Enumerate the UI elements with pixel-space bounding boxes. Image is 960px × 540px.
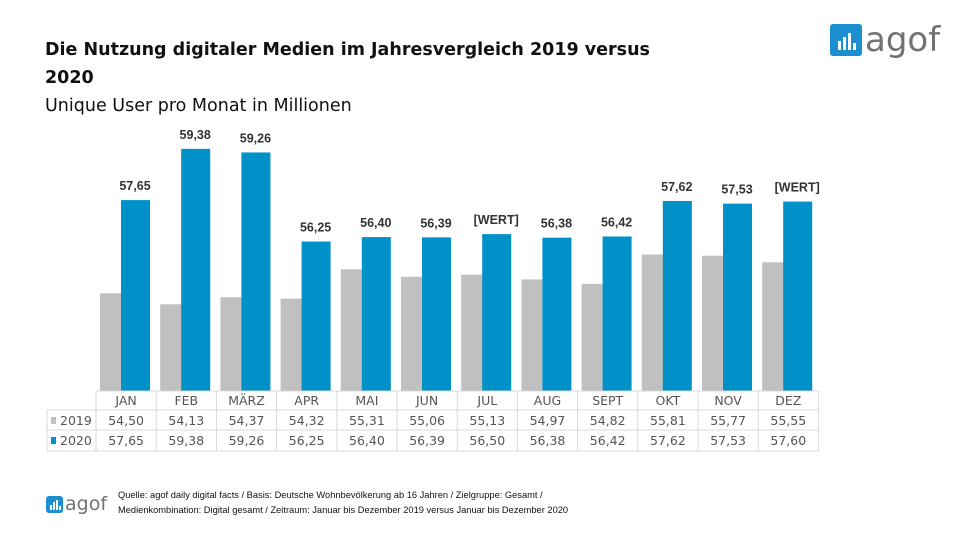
table-cell-2020: 56,50 (469, 433, 505, 448)
data-label: 59,26 (240, 131, 271, 145)
table-cell-2019: 55,06 (409, 413, 445, 428)
table-cell-2020: 56,25 (289, 433, 325, 448)
tick-label: JAN (114, 393, 136, 408)
table-cell-2020: 57,65 (108, 433, 144, 448)
legend-key-2019 (51, 417, 56, 424)
tick-label: MAI (355, 393, 378, 408)
agof-logo-footer: agof (46, 493, 108, 515)
chart-title: Die Nutzung digitaler Medien im Jahresve… (45, 36, 695, 120)
table-cell-2019: 55,13 (469, 413, 505, 428)
tick-label: JUL (476, 393, 497, 408)
bar-2019 (641, 254, 664, 391)
source-line-2: Medienkombination: Digital gesamt / Zeit… (118, 505, 569, 515)
table-cell-2019: 55,31 (349, 413, 385, 428)
data-label: 57,53 (721, 183, 752, 197)
bar-2019 (461, 274, 484, 391)
tick-label: NOV (714, 393, 742, 408)
bar-2020 (361, 237, 391, 391)
table-cell-2019: 54,82 (590, 413, 626, 428)
table-cell-2019: 54,97 (530, 413, 566, 428)
data-label: [WERT] (474, 213, 519, 227)
table-cell-2020: 57,60 (770, 433, 806, 448)
data-label: 59,38 (180, 128, 211, 142)
bar-2020 (783, 201, 813, 391)
source-note: Quelle: agof daily digital facts / Basis… (118, 488, 568, 518)
bar-2020 (301, 241, 331, 391)
data-label: 57,62 (661, 180, 692, 194)
tick-label: JUN (415, 393, 438, 408)
bar-2020 (422, 237, 451, 391)
bar-2020 (121, 200, 150, 391)
table-cell-2020: 56,39 (409, 433, 445, 448)
tick-label: OKT (656, 393, 681, 408)
data-label: 57,65 (119, 179, 150, 193)
table-cell-2019: 54,37 (229, 413, 265, 428)
tick-label: DEZ (775, 393, 801, 408)
table-cell-2020: 57,62 (650, 433, 686, 448)
bar-2019 (100, 293, 122, 391)
bar-2020 (602, 236, 632, 391)
bar-2020 (542, 237, 572, 391)
tick-label: MÄRZ (228, 393, 265, 408)
bar-2019 (340, 269, 363, 391)
bar-2019 (280, 298, 303, 391)
table-cell-2020: 59,26 (229, 433, 265, 448)
bar-2019 (581, 283, 604, 391)
legend-label: 2020 (60, 433, 92, 448)
table-cell-2020: 57,53 (710, 433, 746, 448)
data-label: 56,40 (360, 216, 391, 230)
legend-label: 2019 (60, 413, 92, 428)
bar-2020 (662, 200, 692, 391)
tick-label: APR (294, 393, 319, 408)
data-label: 56,39 (420, 216, 451, 230)
bar-2019 (762, 262, 785, 391)
table-cell-2020: 56,42 (590, 433, 626, 448)
table-cell-2019: 55,55 (770, 413, 806, 428)
source-line-1: Quelle: agof daily digital facts / Basis… (118, 490, 543, 500)
data-label: 56,25 (300, 221, 331, 235)
bar-2019 (160, 304, 183, 391)
tick-label: FEB (174, 393, 198, 408)
tick-label: AUG (534, 393, 561, 408)
legend-key-2020 (51, 437, 56, 444)
table-cell-2019: 54,13 (168, 413, 204, 428)
bar-2019 (521, 279, 544, 391)
table-cell-2020: 56,40 (349, 433, 385, 448)
table-cell-2020: 59,38 (168, 433, 204, 448)
bar-2020 (181, 148, 211, 391)
agof-logo: agof (830, 20, 941, 60)
bar-2020 (241, 152, 271, 391)
table-cell-2019: 55,81 (650, 413, 686, 428)
bar-2020 (723, 203, 752, 391)
bar-chart-icon (46, 496, 63, 513)
tick-label: SEPT (592, 393, 623, 408)
data-label: 56,38 (541, 217, 572, 231)
title-main: Die Nutzung digitaler Medien im Jahresve… (45, 40, 650, 88)
data-label: [WERT] (775, 181, 820, 195)
data-label: 56,42 (601, 215, 632, 229)
logo-text: agof (865, 20, 941, 60)
bar-2020 (482, 234, 512, 391)
table-cell-2019: 55,77 (710, 413, 746, 428)
title-subtitle: Unique User pro Monat in Millionen (45, 96, 352, 116)
table-cell-2019: 54,50 (108, 413, 144, 428)
logo-text: agof (65, 493, 108, 515)
bar-2019 (401, 276, 423, 391)
bar-2019 (220, 297, 243, 391)
bar-chart-icon (830, 24, 862, 56)
table-cell-2019: 54,32 (289, 413, 325, 428)
table-cell-2020: 56,38 (530, 433, 566, 448)
bar-2019 (702, 255, 724, 391)
